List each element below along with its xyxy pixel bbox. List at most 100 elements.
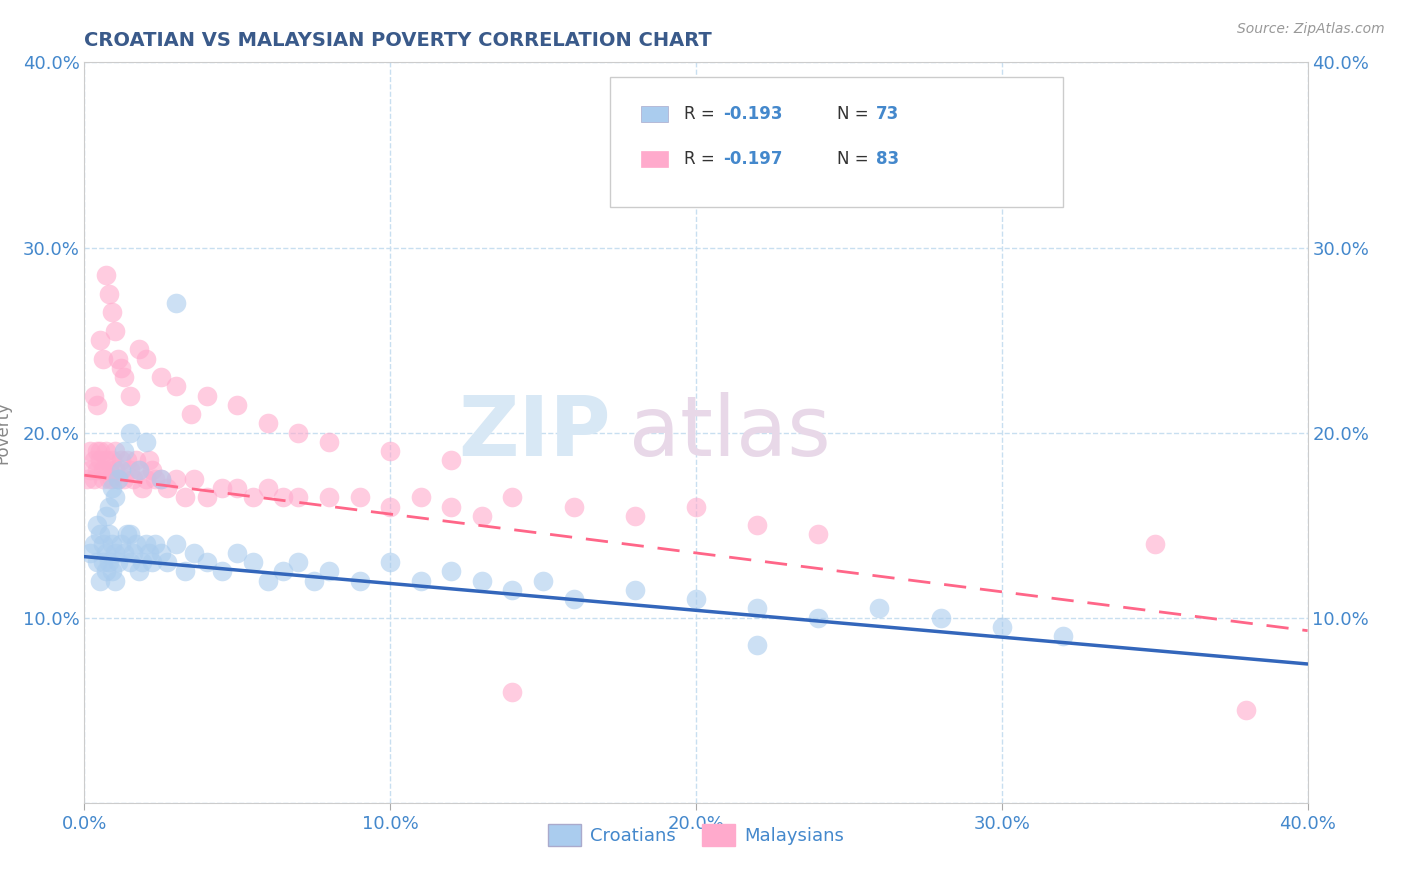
Point: [318, 491, 340, 505]
Point: [165, 472, 187, 486]
Point: [747, 601, 769, 615]
Point: [110, 462, 132, 476]
Point: [104, 546, 127, 560]
Point: [271, 565, 294, 579]
Point: [120, 388, 142, 402]
Text: -0.193: -0.193: [723, 105, 782, 123]
Point: [174, 565, 197, 579]
Point: [211, 565, 233, 579]
Point: [302, 574, 325, 588]
Point: [141, 462, 163, 476]
Point: [112, 444, 135, 458]
Point: [257, 574, 280, 588]
Text: 83: 83: [876, 150, 898, 168]
Point: [1236, 703, 1258, 717]
Point: [104, 462, 127, 476]
Point: [211, 481, 233, 495]
Point: [110, 453, 132, 467]
Point: [135, 536, 157, 550]
Text: CROATIAN VS MALAYSIAN POVERTY CORRELATION CHART: CROATIAN VS MALAYSIAN POVERTY CORRELATIO…: [84, 30, 711, 50]
Point: [86, 462, 108, 476]
Point: [97, 462, 120, 476]
Point: [107, 472, 129, 486]
Point: [91, 472, 114, 486]
Point: [89, 333, 111, 347]
Point: [195, 555, 218, 569]
Point: [83, 472, 105, 486]
Point: [747, 639, 769, 653]
Point: [120, 425, 142, 440]
Point: [165, 536, 187, 550]
Point: [110, 360, 132, 375]
Point: [101, 565, 124, 579]
Point: [562, 500, 585, 514]
Point: [112, 472, 135, 486]
Point: [112, 546, 135, 560]
Point: [1143, 536, 1166, 550]
Point: [120, 527, 142, 541]
Point: [143, 472, 166, 486]
Point: [131, 555, 153, 569]
Text: Source: ZipAtlas.com: Source: ZipAtlas.com: [1237, 22, 1385, 37]
Point: [929, 610, 952, 624]
Text: N =: N =: [837, 150, 873, 168]
Point: [128, 462, 150, 476]
Point: [991, 620, 1014, 634]
Point: [91, 536, 114, 550]
Point: [94, 546, 117, 560]
Point: [135, 472, 157, 486]
Point: [471, 574, 494, 588]
Point: [79, 444, 101, 458]
Text: -0.197: -0.197: [723, 150, 782, 168]
Point: [685, 500, 707, 514]
Point: [174, 491, 197, 505]
Point: [624, 582, 647, 597]
Point: [471, 508, 494, 523]
Point: [156, 555, 179, 569]
Point: [318, 434, 340, 449]
Point: [1052, 629, 1074, 643]
Point: [112, 370, 135, 384]
Point: [502, 582, 524, 597]
Point: [94, 268, 117, 283]
Point: [138, 546, 160, 560]
Point: [86, 518, 108, 533]
Text: ZIP: ZIP: [458, 392, 610, 473]
Point: [91, 351, 114, 366]
Point: [380, 555, 402, 569]
Point: [180, 407, 202, 421]
Point: [440, 453, 463, 467]
Point: [107, 472, 129, 486]
Point: [128, 462, 150, 476]
Point: [122, 472, 145, 486]
Point: [125, 453, 148, 467]
Point: [380, 500, 402, 514]
Point: [141, 555, 163, 569]
Point: [156, 481, 179, 495]
Point: [165, 379, 187, 393]
Point: [807, 527, 830, 541]
Point: [149, 370, 172, 384]
Point: [94, 453, 117, 467]
Point: [440, 565, 463, 579]
FancyBboxPatch shape: [610, 78, 1063, 207]
Point: [183, 472, 205, 486]
Point: [120, 462, 142, 476]
Point: [349, 574, 371, 588]
Point: [89, 574, 111, 588]
Bar: [641, 106, 668, 122]
Point: [91, 555, 114, 569]
Text: R =: R =: [683, 150, 720, 168]
Point: [165, 296, 187, 310]
Point: [83, 453, 105, 467]
Point: [685, 592, 707, 607]
Text: R =: R =: [683, 105, 720, 123]
Point: [257, 481, 280, 495]
Point: [86, 444, 108, 458]
Point: [128, 565, 150, 579]
Point: [869, 601, 891, 615]
Point: [226, 398, 249, 412]
Point: [624, 508, 647, 523]
Point: [94, 444, 117, 458]
Point: [86, 555, 108, 569]
